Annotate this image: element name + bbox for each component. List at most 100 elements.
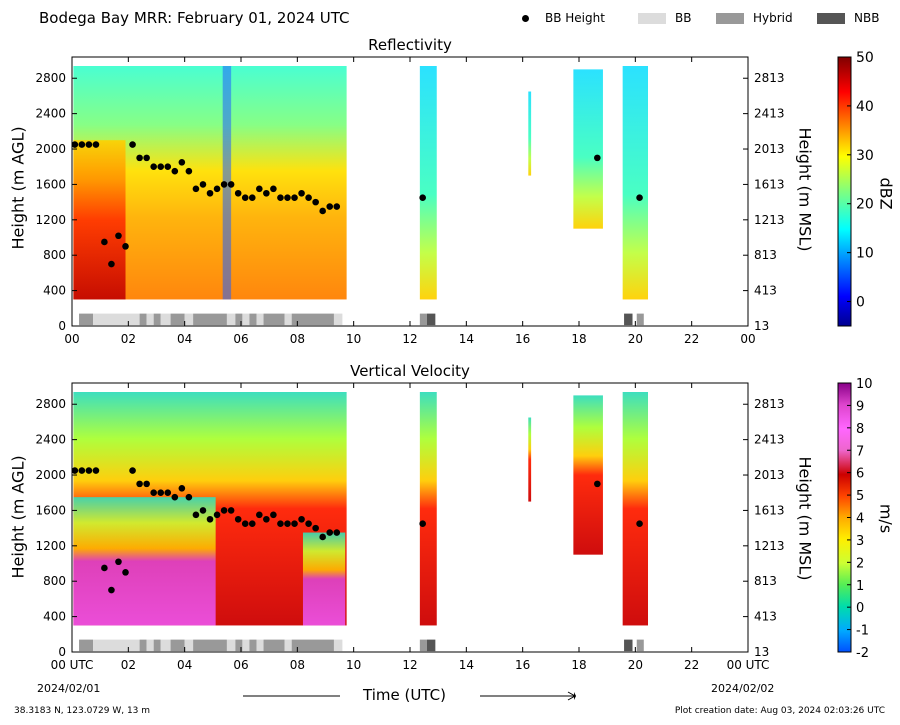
bb-height-point (115, 232, 122, 240)
bb-height-point (298, 189, 305, 197)
colorbar-tick-label: 3 (856, 534, 864, 549)
y-tick-label: 800 (43, 248, 66, 262)
legend-label: NBB (854, 11, 880, 25)
bb-height-point (171, 167, 179, 175)
bb-height-point (227, 181, 235, 188)
x-tick-label: 22 (684, 332, 699, 346)
bb-height-point (78, 467, 86, 474)
y-tick-label-right: 413 (754, 610, 777, 624)
y-tick-label-right: 813 (754, 248, 777, 262)
bb-height-point (136, 154, 143, 162)
y-tick-label: 400 (43, 284, 66, 298)
bb-type-segment (256, 313, 264, 326)
bb-type-segment (242, 639, 250, 652)
x-tick-label: 04 (177, 658, 192, 672)
creation-date: Plot creation date: Aug 03, 2024 02:03:2… (674, 706, 885, 716)
bb-type-segment (226, 313, 236, 326)
echo-region (528, 417, 532, 502)
bb-type-segment (256, 639, 264, 652)
fast-fall-region (302, 532, 346, 626)
bb-height-point (185, 493, 193, 501)
y-tick-label: 1600 (35, 177, 66, 191)
legend: BB Height BB Hybrid NBB (522, 11, 892, 27)
x-tick-label: 10 (346, 332, 361, 346)
bb-height-point (178, 484, 186, 492)
y-tick-label-right: 2813 (754, 71, 785, 85)
y-tick-label-right: 1613 (754, 177, 785, 191)
colorbar-tick-label: 0 (856, 295, 865, 311)
x-tick-label: 02 (121, 658, 136, 672)
bb-height-point (419, 194, 426, 201)
y-tick-label-right: 2013 (754, 468, 785, 482)
x-tick-label: 04 (177, 332, 192, 346)
bb-type-segment (193, 639, 227, 652)
colorbar-tick-label: 1 (856, 579, 864, 594)
heavy-echo-region (73, 140, 126, 300)
x-tick-label: 00 (64, 332, 79, 346)
bb-height-point (213, 511, 221, 519)
bb-height-point (199, 181, 207, 188)
bb-height-point (101, 564, 108, 572)
bb-height-point (213, 185, 221, 193)
bb-height-marker-icon (522, 14, 529, 22)
bb-height-point (108, 260, 115, 268)
bb-type-segment (170, 639, 185, 652)
bb-height-point (129, 467, 136, 474)
y-tick-label: 800 (43, 574, 66, 588)
bb-type-segment (333, 639, 343, 652)
bb-height-point (291, 520, 298, 527)
bb-type-segment (419, 313, 427, 326)
velocity-title: Vertical Velocity (350, 362, 470, 380)
y-tick-label-right: 13 (754, 319, 769, 333)
bb-type-segment (291, 313, 334, 326)
bb-height-point (115, 558, 122, 566)
legend-label: BB (675, 11, 692, 25)
echo-region (573, 69, 603, 229)
bb-type-segment (235, 313, 243, 326)
bb-height-point (92, 141, 100, 148)
bb-type-segment (263, 313, 285, 326)
x-tick-label: 14 (459, 332, 474, 346)
x-tick-label: 08 (290, 658, 305, 672)
y-tick-label-right: 413 (754, 284, 777, 298)
y-tick-label-right: 13 (754, 645, 769, 659)
x-tick-label: 00 UTC (51, 658, 94, 672)
x-tick-label: 00 (740, 332, 755, 346)
colorbar-tick-label: 5 (856, 489, 864, 504)
figure-title: Bodega Bay MRR: February 01, 2024 UTC (39, 9, 350, 27)
x-axis-label: Time (UTC) (363, 686, 446, 704)
y-tick-label: 1600 (35, 503, 66, 517)
bb-height-point (333, 529, 341, 536)
colorbar-tick-label: 40 (856, 99, 874, 115)
x-tick-label: 00 UTC (727, 658, 770, 672)
bb-height-point (312, 524, 319, 532)
y-tick-label: 0 (58, 645, 66, 659)
bb-height-point (71, 467, 79, 474)
legend-bb-height: BB Height (522, 11, 605, 25)
bb-height-point (101, 238, 108, 246)
bb-type-segment (184, 639, 194, 652)
y-tick-label: 1200 (35, 213, 66, 227)
echo-region (419, 392, 437, 626)
legend-label: Hybrid (753, 11, 793, 25)
echo-region (622, 66, 649, 300)
y-tick-label: 2400 (35, 433, 66, 447)
bb-height-point (199, 507, 207, 514)
bb-height-point (248, 520, 256, 527)
colorbar-tick-label: 6 (856, 467, 864, 482)
end-date: 2024/02/02 (711, 682, 775, 695)
x-tick-label: 20 (628, 658, 643, 672)
y-tick-label: 2800 (35, 397, 66, 411)
bb-type-segment (624, 639, 633, 652)
bb-height-point (206, 189, 214, 197)
hybrid-swatch-icon (716, 12, 744, 24)
colorbar-tick-label: 50 (856, 50, 874, 66)
bb-swatch-icon (638, 12, 666, 24)
bb-height-point (291, 194, 298, 201)
bb-height-point (108, 586, 115, 594)
bb-height-point (419, 520, 426, 527)
bb-type-segment (235, 639, 243, 652)
x-tick-label: 18 (571, 658, 586, 672)
legend-hybrid: Hybrid (716, 11, 793, 25)
bb-height-point (150, 163, 157, 171)
